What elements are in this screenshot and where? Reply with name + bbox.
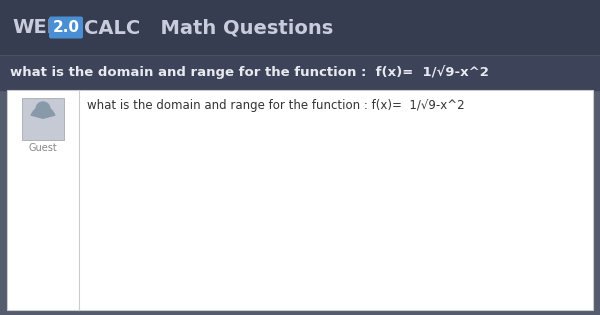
Text: 2.0: 2.0	[53, 20, 79, 35]
Bar	[7, 90, 593, 310]
Circle shape	[36, 102, 50, 116]
Bar	[0, 55, 600, 90]
Text: what is the domain and range for the function : f(x)=  1/√9-x^2: what is the domain and range for the fun…	[87, 99, 464, 112]
Text: what is the domain and range for the function :  f(x)=  1/√9-x^2: what is the domain and range for the fun…	[10, 66, 489, 79]
Text: WEB: WEB	[12, 18, 62, 37]
Bar	[22, 98, 64, 140]
Text: Guest: Guest	[29, 143, 58, 153]
FancyBboxPatch shape	[49, 16, 83, 38]
Bar	[0, 0, 600, 55]
Wedge shape	[31, 106, 56, 119]
Text: CALC   Math Questions: CALC Math Questions	[84, 18, 333, 37]
